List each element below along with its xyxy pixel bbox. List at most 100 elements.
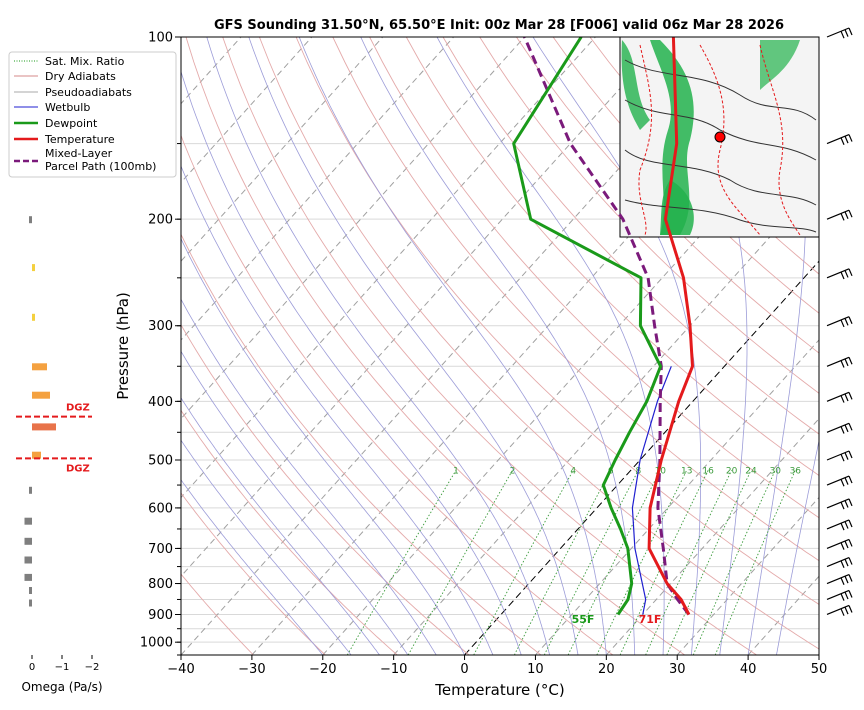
- omega-xlabel: Omega (Pa/s): [21, 680, 102, 694]
- legend: Sat. Mix. Ratio Dry Adiabats Pseudoadiab…: [9, 52, 176, 177]
- barb-flag: [841, 502, 844, 509]
- wind-barb: [827, 476, 852, 486]
- barb-flag: [841, 578, 844, 585]
- mixing-ratio-line: [544, 470, 638, 655]
- sfc-dewpoint-label: 55F: [572, 613, 595, 626]
- barb-flag: [841, 523, 844, 530]
- barb-flag: [841, 360, 844, 367]
- barb-flag: [849, 423, 852, 430]
- legend-wetbulb: Wetbulb: [45, 101, 90, 114]
- barb-flag: [845, 453, 848, 460]
- mixing-ratio-line: [568, 470, 660, 655]
- y-tick-label: 900: [148, 608, 173, 623]
- moist-adiabat: [207, 37, 550, 655]
- omega-bar: [29, 587, 32, 594]
- x-tick-label: −20: [309, 662, 336, 677]
- legend-sat-mix: Sat. Mix. Ratio: [45, 55, 125, 68]
- barb-flag: [841, 594, 844, 601]
- barb-flag: [845, 212, 848, 219]
- barb-flag: [845, 522, 848, 529]
- mixing-ratio-line: [715, 470, 795, 655]
- wind-barb: [827, 539, 852, 549]
- barb-flag: [845, 394, 848, 401]
- moist-adiabat: [299, 37, 606, 655]
- barb-flag: [849, 575, 852, 582]
- legend-parcel-2: Parcel Path (100mb): [45, 160, 156, 173]
- mixing-ratio-line: [646, 470, 732, 655]
- wind-barb: [827, 558, 852, 568]
- wind-barb: [827, 451, 852, 461]
- wind-barb: [827, 520, 852, 530]
- x-tick-label: −30: [238, 662, 265, 677]
- x-tick-label: −10: [380, 662, 407, 677]
- barb-flag: [849, 210, 852, 217]
- dry-adiabat: [149, 37, 613, 655]
- y-tick-label: 600: [148, 501, 173, 516]
- y-tick-label: 500: [148, 454, 173, 469]
- chart-title: GFS Sounding 31.50°N, 65.50°E Init: 00z …: [214, 18, 784, 33]
- barb-flag: [849, 317, 852, 324]
- y-tick-label: 800: [148, 577, 173, 592]
- sfc-temp-label: 71F: [639, 613, 662, 626]
- barb-flag: [841, 427, 844, 434]
- wind-barb: [827, 28, 852, 38]
- omega-bar: [25, 538, 33, 545]
- wind-barb: [827, 392, 852, 402]
- barb-flag: [849, 539, 852, 546]
- x-tick-label: 0: [460, 662, 468, 677]
- wind-barb: [827, 317, 852, 327]
- wind-barb: [827, 499, 852, 509]
- y-tick-label: 1000: [140, 636, 173, 651]
- x-tick-label: 10: [527, 662, 544, 677]
- barb-flag: [849, 605, 852, 612]
- mixing-ratio-label: 20: [726, 466, 738, 476]
- mixing-ratio-label: 36: [790, 466, 802, 476]
- barb-flag: [845, 576, 848, 583]
- barb-flag: [845, 30, 848, 37]
- legend-pseudoadiabats: Pseudoadiabats: [45, 86, 132, 99]
- barb-flag: [845, 425, 848, 432]
- mixing-ratio-label: 13: [681, 466, 692, 476]
- mixing-ratio-label: 1: [453, 466, 459, 476]
- legend-parcel-1: Mixed-Layer: [45, 147, 113, 160]
- x-tick-label: 20: [598, 662, 615, 677]
- barb-flag: [841, 213, 844, 220]
- y-tick-label: 100: [148, 31, 173, 46]
- wind-barb: [827, 575, 852, 585]
- omega-tick-label: −2: [85, 662, 100, 673]
- legend-temperature: Temperature: [44, 133, 115, 146]
- mixing-ratio-label: 4: [570, 466, 576, 476]
- moist-adiabat: [171, 37, 521, 655]
- barb-flag: [845, 559, 848, 566]
- dgz-label-lower: DGZ: [66, 463, 90, 474]
- barb-flag: [849, 269, 852, 276]
- moist-adiabat: [249, 37, 578, 655]
- wind-barb: [827, 135, 852, 145]
- mixing-ratio-line: [667, 470, 751, 655]
- wind-barb: [827, 357, 852, 367]
- barb-flag: [841, 138, 844, 145]
- omega-bar: [32, 363, 47, 370]
- barb-flag: [845, 501, 848, 508]
- barb-flag: [845, 359, 848, 366]
- wind-barb: [827, 269, 852, 279]
- barb-flag: [845, 592, 848, 599]
- omega-tick-label: −1: [55, 662, 70, 673]
- wind-barb: [827, 605, 852, 615]
- omega-bar: [29, 216, 32, 223]
- dry-adiabat: [186, 37, 685, 655]
- barb-flag: [845, 541, 848, 548]
- barb-flag: [845, 270, 848, 277]
- y-tick-label: 700: [148, 542, 173, 557]
- barb-flag: [849, 520, 852, 527]
- barb-flag: [849, 135, 852, 142]
- barb-flag: [841, 396, 844, 403]
- barb-flag: [849, 392, 852, 399]
- mixing-ratio-label: 2: [510, 466, 516, 476]
- mixing-ratio-line: [474, 470, 574, 655]
- omega-bar: [32, 423, 56, 430]
- omega-bar: [29, 487, 32, 494]
- wind-barb: [827, 210, 852, 220]
- wind-barb: [827, 423, 852, 433]
